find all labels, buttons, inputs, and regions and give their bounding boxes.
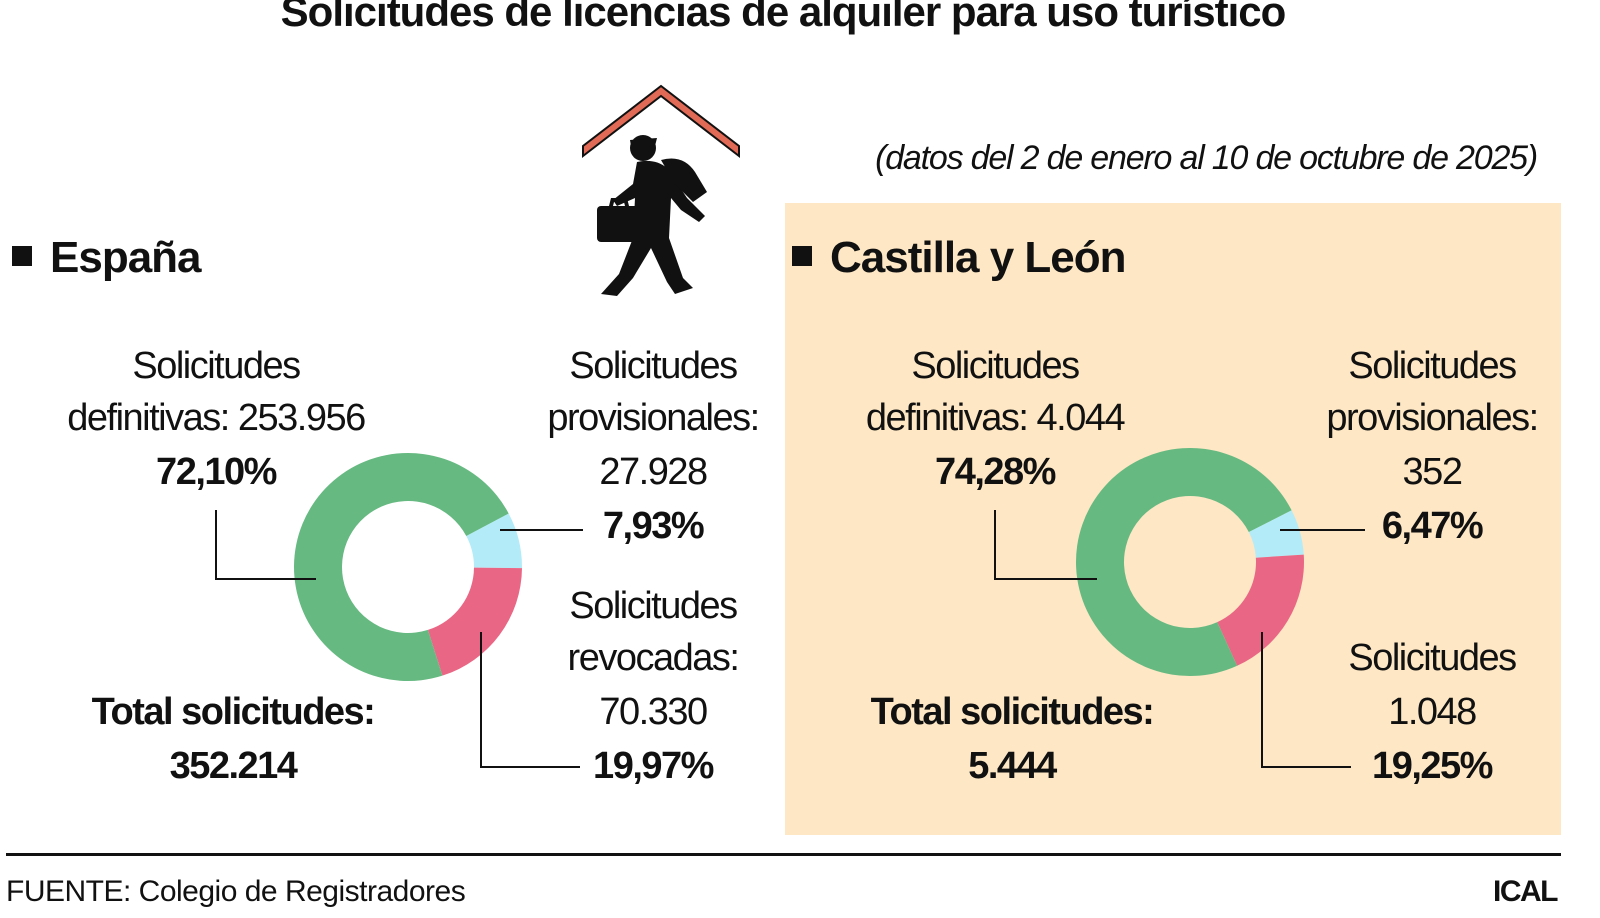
chart-subtitle: (datos del 2 de enero al 10 de octubre d… [875,139,1538,177]
footer-divider [6,853,1561,856]
cyl-definitivas-label-1: Solicitudes [911,345,1080,387]
slice-revocadas [427,567,522,676]
espana-provisionales-label-1: Solicitudes [569,345,738,387]
cyl-definitivas-percent: 74,28% [935,451,1056,493]
region-name: España [50,233,202,282]
traveler-illustration [582,84,740,296]
slice-definitivas [294,453,509,681]
slice-revocadas [1217,554,1304,666]
espana-revocadas-label-1: Solicitudes [569,585,738,627]
house-roof-icon [582,84,740,159]
espana-revocadas-percent: 19,97% [593,745,714,787]
region-title-castilla-leon: Castilla y León [792,232,1127,284]
espana-revocadas-label-3: 70.330 [599,691,708,733]
chart-title: Solicitudes de licencias de alquiler par… [280,0,1287,35]
cyl-provisionales-label-1: Solicitudes [1348,345,1517,387]
espana-revocadas-label-2: revocadas: [567,637,740,679]
espana-provisionales-label-3: 27.928 [599,451,708,493]
cyl-total-value: 5.444 [968,745,1057,787]
cyl-revocadas-label-2: 1.048 [1388,691,1477,733]
slice-provisionales [466,513,522,569]
cyl-revocadas-label-1: Solicitudes [1348,637,1517,679]
slice-provisionales [1248,510,1304,558]
castilla-leon-panel [785,203,1561,835]
bullet-square-icon [792,246,812,267]
cyl-provisionales-label-3: 352 [1402,451,1463,493]
espana-total-value: 352.214 [169,745,298,787]
cyl-provisionales-label-2: provisionales: [1326,397,1539,439]
espana-total-label: Total solicitudes: [91,691,376,733]
region-name: Castilla y León [830,233,1127,282]
espana-provisionales-percent: 7,93% [602,505,705,547]
cyl-total-label: Total solicitudes: [870,691,1155,733]
region-title-espana: España [12,232,202,284]
espana-definitivas-label-1: Solicitudes [132,345,301,387]
espana-definitivas-percent: 72,10% [156,451,277,493]
walking-traveler-icon [597,135,707,296]
espana-provisionales-label-2: provisionales: [547,397,760,439]
cyl-definitivas-label-2: definitivas: 4.044 [865,397,1126,439]
cyl-revocadas-percent: 19,25% [1372,745,1493,787]
slice-definitivas [1076,448,1292,676]
espana-definitivas-label-2: definitivas: 253.956 [67,397,366,439]
bullet-square-icon [12,246,32,267]
source-note: FUENTE: Colegio de Registradores [6,875,466,908]
credit-label: ICAL [1493,875,1559,908]
cyl-provisionales-percent: 6,47% [1381,505,1484,547]
